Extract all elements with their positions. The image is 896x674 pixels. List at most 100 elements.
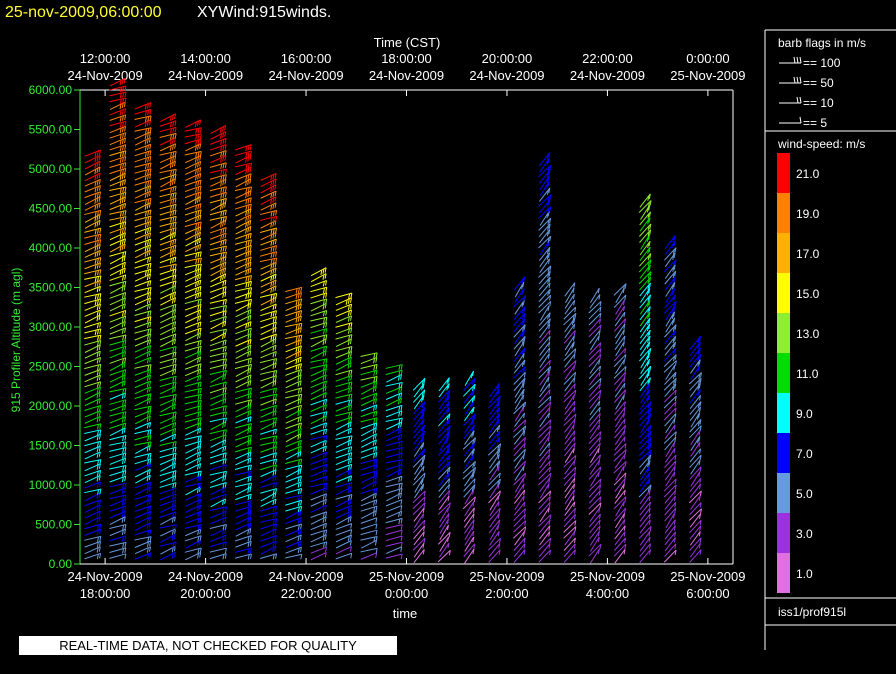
wind-barb-flag	[196, 458, 199, 464]
wind-barb-flag	[249, 292, 252, 298]
y-tick-label: 500.00	[35, 518, 72, 532]
wind-barb-flag	[174, 457, 177, 464]
wind-barb-flag	[119, 93, 122, 99]
wind-barb-flag	[297, 299, 300, 305]
wind-barb-flag	[674, 460, 677, 466]
wind-barb-flag	[647, 266, 650, 272]
wind-barb-flag	[96, 215, 99, 221]
wind-barb-flag	[349, 486, 352, 493]
wind-barb-flag	[222, 364, 225, 371]
barb-column	[412, 377, 426, 564]
wind-barb-flag	[222, 418, 225, 424]
wind-barb-flag	[195, 293, 197, 300]
wind-barb-flag	[249, 358, 252, 364]
wind-barb-flag	[445, 438, 448, 444]
wind-barb-flag	[648, 507, 651, 513]
barb-column	[487, 383, 502, 563]
wind-barb-flag	[274, 469, 277, 475]
wind-barb-staff	[639, 489, 651, 505]
wind-barb-flag	[174, 327, 177, 333]
wind-barb-flag	[272, 411, 275, 417]
wind-barb-flag	[122, 536, 124, 542]
wind-barb-flag	[270, 240, 273, 246]
wind-barb-staff	[563, 508, 576, 522]
wind-barb-flag	[648, 465, 651, 472]
wind-barb-flag	[599, 431, 602, 437]
wind-barb-flag	[275, 293, 278, 299]
wind-barb-flag	[597, 447, 600, 454]
wind-barb-flag	[446, 403, 449, 409]
wind-barb-flag	[222, 156, 225, 162]
wind-barb-flag	[299, 374, 302, 380]
wind-barb-flag	[224, 411, 227, 417]
wind-barb-flag	[324, 273, 327, 279]
wind-barb-flag	[699, 525, 702, 531]
wind-barb-flag	[224, 511, 227, 517]
wind-barb-flag	[96, 174, 99, 180]
wind-barb-flag	[197, 334, 199, 340]
wind-barb-staff	[412, 490, 426, 504]
wind-barb-flag	[672, 249, 675, 255]
wind-barb-flag	[172, 257, 175, 263]
bottom-tick-time: 2:00:00	[485, 586, 528, 601]
wind-barb-flag	[249, 203, 252, 210]
wind-barb-flag	[398, 382, 401, 389]
wind-barb-flag	[224, 387, 227, 393]
wind-barb-flag	[672, 326, 675, 332]
wind-barb-flag	[96, 192, 99, 198]
wind-barb-flag	[98, 510, 101, 517]
wind-barb-flag	[222, 524, 225, 531]
wind-barb-flag	[400, 535, 403, 542]
wind-barb-flag	[149, 316, 152, 322]
wind-barb-flag	[197, 180, 200, 186]
wind-barb-staff	[209, 547, 227, 553]
wind-barb-flag	[146, 132, 149, 138]
wind-barb-flag	[224, 286, 227, 292]
wind-barb-staff	[589, 418, 601, 433]
wind-barb-staff	[513, 472, 526, 486]
wind-barb-flag	[347, 488, 350, 494]
wind-barb-flag	[148, 202, 151, 208]
wind-barb-flag	[270, 269, 273, 276]
wind-barb-flag	[149, 156, 152, 162]
wind-barb-flag	[119, 228, 122, 235]
wind-barb-flag	[247, 233, 250, 240]
wind-barb-flag	[299, 315, 302, 322]
wind-barb-flag	[170, 134, 173, 140]
wind-barb-flag	[199, 133, 202, 139]
wind-barb-flag	[297, 304, 300, 310]
wind-barb-flag	[447, 383, 450, 389]
wind-barb-flag	[673, 442, 676, 448]
wind-barb-flag	[622, 483, 625, 489]
wind-barb-flag	[297, 476, 300, 482]
wind-barb-flag	[149, 393, 152, 399]
wind-barb-flag	[648, 519, 651, 525]
wind-barb-flag	[169, 122, 172, 128]
wind-barb-flag	[224, 471, 227, 477]
wind-barb-flag	[698, 379, 701, 385]
wind-barb-flag	[274, 541, 277, 547]
wind-barb-flag	[98, 185, 101, 191]
wind-barb-staff	[689, 406, 701, 421]
wind-barb-flag	[672, 261, 675, 267]
wind-barb-flag	[348, 394, 351, 400]
wind-barb-flag	[194, 169, 197, 175]
wind-barb-flag	[124, 121, 127, 127]
wind-barb-flag	[299, 481, 302, 487]
wind-barb-flag	[121, 506, 124, 512]
wind-barb-flag	[647, 261, 650, 267]
wind-barb-flag	[144, 217, 147, 223]
wind-barb-flag	[220, 187, 223, 193]
wind-barb-flag	[174, 304, 177, 310]
wind-barb-flag	[446, 385, 449, 391]
barb-legend-tick	[799, 56, 802, 64]
wind-barb-flag	[698, 471, 701, 477]
wind-barb-flag	[521, 290, 524, 296]
wind-barb-flag	[674, 348, 677, 354]
wind-barb-flag	[123, 321, 126, 327]
wind-barb-flag	[674, 271, 677, 277]
wind-barb-staff	[614, 430, 626, 445]
wind-barb-flag	[647, 248, 650, 255]
wind-barb-staff	[664, 465, 676, 481]
wind-barb-flag	[124, 369, 127, 375]
